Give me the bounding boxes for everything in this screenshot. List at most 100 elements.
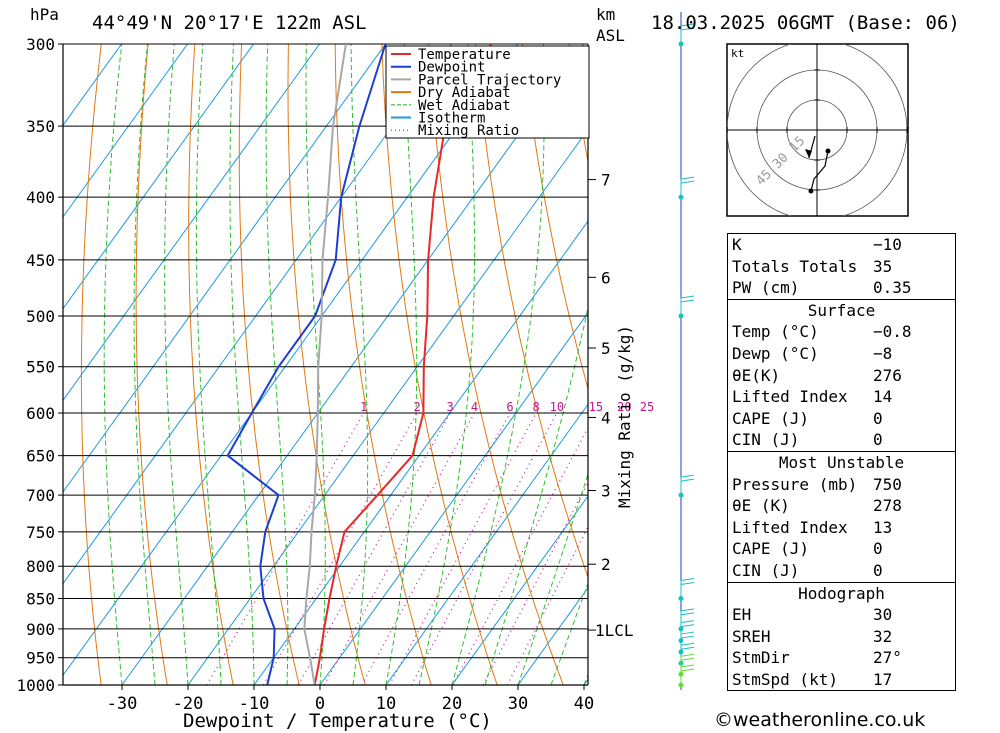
wind-barb [680, 176, 695, 198]
pressure-gridlines [63, 43, 588, 686]
temperature-line [313, 44, 492, 685]
pressure-tick-label: 400 [26, 188, 55, 207]
surface-label: θE(K) [732, 365, 781, 385]
surface-value: −8 [873, 343, 893, 363]
height-tick-label: 3 [601, 482, 611, 501]
isotherm-line [63, 44, 452, 585]
pressure-tick-label: 650 [26, 447, 55, 466]
pressure-tick-label: 500 [26, 307, 55, 326]
hodograph-point [825, 148, 831, 154]
most-unstable-value: 0 [873, 539, 883, 559]
mixing-ratio-value-label: 6 [506, 400, 513, 414]
legend-label: Dry Adiabat [418, 85, 511, 101]
mixing-ratio-line [452, 426, 588, 685]
legend-label: Parcel Trajectory [418, 72, 561, 88]
hodograph-index-value: 32 [873, 626, 893, 646]
mixing-ratio-lines [206, 412, 588, 685]
hodograph-index-label: SREH [732, 626, 771, 646]
mixing-ratio-axis-title: Mixing Ratio (g/kg) [615, 325, 634, 508]
surface-row: CAPE (J) 0 [728, 408, 955, 430]
temperature-tick-label: -20 [173, 694, 204, 714]
wind-barb [680, 664, 695, 685]
mixing-ratio-value-label: 8 [532, 400, 539, 414]
pressure-tick-label: 350 [26, 117, 55, 136]
wet-adiabat-line [484, 305, 588, 685]
hodograph-plot [727, 44, 908, 216]
indices-table: K −10 Totals Totals 35 PW (cm) 0.35 Surface T… [727, 233, 956, 692]
height-tick-label: 7 [601, 171, 611, 190]
hodograph-index-label: StmSpd (kt) [732, 669, 838, 689]
wet-adiabat-line [517, 472, 588, 685]
mixing-ratio-line [361, 412, 511, 685]
index-row: K −10 [728, 234, 955, 256]
temperature-tick-label: 30 [508, 694, 528, 714]
most-unstable-label: CAPE (J) [732, 539, 810, 559]
mixing-ratio-value-label: 15 [589, 400, 603, 414]
index-row: Totals Totals 35 [728, 256, 955, 278]
dry-adiabat-line [475, 44, 588, 579]
surface-label: CAPE (J) [732, 408, 810, 428]
most-unstable-label: Lifted Index [732, 517, 848, 537]
mixing-ratio-line [388, 412, 537, 685]
surface-row: CIN (J) 0 [728, 429, 955, 451]
isotherm-lines [63, 44, 588, 685]
wet-adiabat-line [229, 44, 255, 685]
index-label: Totals Totals [732, 256, 858, 276]
most-unstable-label: θE (K) [732, 496, 790, 516]
hodograph-index-value: 30 [873, 605, 893, 625]
most-unstable-value: 750 [873, 474, 902, 494]
wet-adiabat-line [133, 44, 156, 685]
isotherm-line [385, 403, 588, 685]
most-unstable-value: 13 [873, 517, 893, 537]
isotherm-line [451, 495, 588, 685]
most-unstable-row: CAPE (J) 0 [728, 538, 955, 560]
index-value: 0.35 [873, 278, 912, 298]
isotherm-line [63, 44, 518, 677]
wet-adiabat-line [265, 44, 289, 685]
pressure-tick-label: 1000 [16, 676, 55, 695]
surface-row: Lifted Index 14 [728, 386, 955, 408]
most-unstable-label: CIN (J) [732, 560, 800, 580]
index-row: PW (cm) 0.35 [728, 277, 955, 299]
height-tick-label: 4 [601, 408, 611, 427]
mixing-ratio-value-label: 4 [471, 400, 478, 414]
legend-label: Isotherm [418, 111, 485, 127]
surface-label: Lifted Index [732, 387, 848, 407]
wet-adiabat-line [451, 44, 545, 685]
dewpoint-line [226, 44, 387, 685]
temperature-tick-label: -30 [107, 694, 138, 714]
pressure-unit-label: hPa [30, 5, 59, 24]
dry-adiabat-line [238, 44, 300, 685]
dry-adiabat-line [80, 44, 102, 685]
hodograph-index-label: EH [732, 605, 752, 625]
pressure-tick-label: 550 [26, 358, 55, 377]
temperature-tick-label: -10 [239, 694, 270, 714]
most-unstable-row: Lifted Index 13 [728, 517, 955, 539]
hodograph-point [808, 188, 814, 194]
surface-section-title: Surface [807, 300, 876, 320]
wind-barb [680, 295, 695, 316]
most-unstable-label: Pressure (mb) [732, 474, 858, 494]
wind-barb [680, 474, 695, 496]
mixing-ratio-line [323, 412, 476, 685]
hodograph-index-value: 27° [873, 648, 902, 668]
axis-labels: 3003504004505005506006507007508008509009… [16, 35, 654, 714]
wind-barb [680, 23, 695, 44]
height-unit-label: km [596, 5, 615, 24]
hodograph-index-row: StmDir 27° [728, 647, 955, 669]
surface-row: θE(K) 276 [728, 365, 955, 387]
mixing-ratio-value-label: 1 [360, 400, 367, 414]
index-value: −10 [873, 235, 902, 254]
mixing-ratio-value-label: 25 [640, 400, 654, 414]
pressure-tick-label: 300 [26, 35, 55, 54]
hodograph-index-label: StmDir [732, 648, 790, 668]
height-tick-label: 5 [601, 339, 611, 358]
location-title: 44°49'N 20°17'E 122m ASL [92, 12, 367, 34]
height-tick-label: 2 [601, 555, 611, 574]
most-unstable-row: Pressure (mb) 750 [728, 474, 955, 496]
mixing-ratio-value-label: 10 [550, 400, 564, 414]
surface-value: 14 [873, 387, 893, 407]
legend-label: Wet Adiabat [418, 98, 511, 114]
pressure-tick-label: 450 [26, 251, 55, 270]
